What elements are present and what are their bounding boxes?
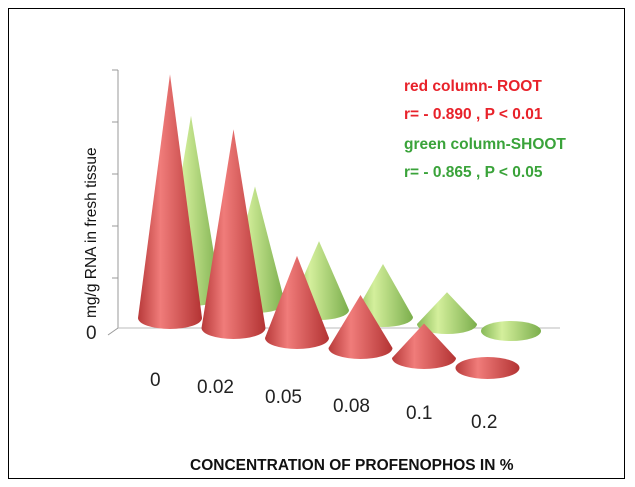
legend-root-stats: r= - 0.890 , P < 0.01: [404, 106, 543, 123]
chart-frame: [8, 8, 625, 479]
x-tick-label: 0.1: [406, 403, 432, 424]
legend: red column- ROOT r= - 0.890 , P < 0.01 g…: [404, 78, 566, 181]
root-cone: [138, 74, 202, 329]
y-axis-label: mg/g RNA in fresh tissue: [83, 147, 100, 318]
shoot-cone: [417, 292, 477, 334]
legend-shoot: green column-SHOOT: [404, 136, 566, 153]
cone-series: [138, 74, 541, 379]
root-cone: [328, 295, 393, 359]
root-cone: [201, 129, 266, 339]
x-tick-label: 0.02: [197, 377, 234, 398]
x-tick-label: 0: [150, 370, 161, 391]
x-axis-label: CONCENTRATION OF PROFENOPHOS IN %: [190, 457, 514, 474]
legend-shoot-stats: r= - 0.865 , P < 0.05: [404, 164, 543, 181]
x-axis-depth-edge: [107, 327, 119, 336]
root-cone: [455, 357, 520, 379]
legend-root: red column- ROOT: [404, 78, 542, 95]
x-tick-label: 0.05: [265, 387, 302, 408]
shoot-cone: [481, 321, 541, 341]
root-cone: [392, 323, 456, 369]
x-tick-label: 0.2: [471, 412, 497, 433]
y-tick-label: 0: [86, 323, 97, 344]
x-tick-label: 0.08: [333, 396, 370, 417]
root-cone: [265, 255, 329, 349]
x-tick-labels: 0 0.02 0.05 0.08 0.1 0.2: [150, 370, 497, 433]
